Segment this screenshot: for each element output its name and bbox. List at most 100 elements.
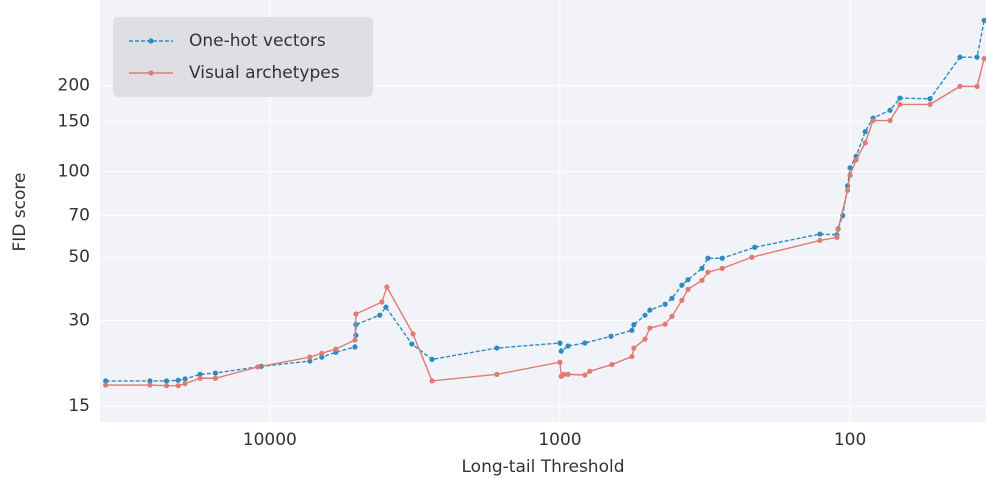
legend-marker	[148, 38, 154, 44]
data-point	[255, 364, 261, 370]
data-point	[353, 311, 359, 317]
y-tick-label: 100	[58, 161, 90, 181]
data-point	[147, 378, 153, 384]
y-tick-label: 150	[58, 111, 90, 131]
data-point	[103, 382, 109, 388]
data-point	[897, 95, 903, 101]
data-point	[719, 255, 725, 261]
data-point	[182, 381, 188, 387]
data-point	[557, 340, 563, 346]
data-point	[103, 378, 109, 384]
data-point	[974, 83, 980, 89]
data-point	[685, 286, 691, 292]
data-point	[147, 382, 153, 388]
data-point	[561, 371, 567, 377]
data-point	[409, 341, 415, 347]
data-point	[685, 277, 691, 283]
data-point	[163, 383, 170, 389]
legend-box	[113, 17, 373, 97]
data-point	[383, 304, 389, 310]
data-point	[887, 107, 893, 113]
data-point	[662, 301, 668, 307]
data-point	[974, 54, 980, 60]
legend-label: One-hot vectors	[189, 31, 326, 51]
data-point	[927, 101, 933, 108]
y-tick-label: 15	[68, 396, 90, 416]
legend-marker	[148, 70, 154, 76]
data-point	[679, 282, 685, 288]
y-tick-label: 70	[68, 206, 90, 226]
data-point	[558, 348, 564, 354]
data-point	[494, 371, 500, 377]
data-point	[609, 361, 615, 368]
data-point	[705, 269, 711, 275]
data-point	[834, 234, 840, 240]
data-point	[642, 336, 648, 342]
data-point	[163, 378, 170, 384]
data-point	[631, 322, 637, 328]
data-point	[853, 157, 859, 163]
data-point	[353, 332, 359, 338]
data-point	[679, 297, 685, 303]
data-point	[608, 333, 614, 339]
data-point	[957, 83, 963, 89]
data-point	[587, 368, 593, 374]
data-point	[647, 307, 653, 313]
legend-label: Visual archetypes	[189, 63, 340, 83]
data-point	[847, 172, 853, 178]
data-point	[319, 350, 325, 356]
data-point	[565, 371, 571, 377]
data-point	[749, 254, 755, 260]
data-point	[377, 312, 383, 318]
data-point	[699, 265, 705, 271]
data-point	[352, 337, 358, 343]
data-point	[897, 101, 903, 108]
data-point	[817, 237, 823, 243]
data-point	[887, 117, 893, 124]
y-tick-label: 50	[68, 247, 90, 267]
data-point	[862, 129, 868, 135]
data-point	[582, 372, 588, 378]
data-point	[631, 345, 637, 351]
data-point	[981, 17, 986, 24]
data-point	[429, 378, 435, 384]
data-point	[844, 187, 851, 193]
x-axis-label: Long-tail Threshold	[462, 457, 625, 477]
data-point	[212, 375, 219, 381]
data-point	[862, 140, 868, 146]
data-point	[647, 325, 653, 331]
data-point	[927, 96, 933, 102]
data-point	[565, 343, 571, 349]
data-point	[752, 244, 758, 250]
data-point	[847, 165, 853, 171]
data-point	[835, 226, 841, 232]
data-point	[333, 346, 339, 352]
data-point	[699, 277, 705, 283]
data-point	[175, 383, 181, 389]
data-point	[719, 265, 725, 271]
data-point	[175, 377, 181, 383]
data-point	[669, 295, 675, 301]
data-point	[629, 353, 635, 360]
data-point	[629, 327, 635, 333]
data-point	[957, 54, 963, 60]
x-tick-label: 100	[834, 430, 866, 450]
y-tick-label: 30	[68, 310, 90, 330]
y-tick-label: 200	[58, 76, 90, 96]
data-point	[197, 371, 203, 377]
data-point	[817, 231, 823, 237]
data-point	[307, 358, 313, 364]
data-point	[379, 299, 385, 305]
data-point	[319, 354, 325, 360]
data-point	[582, 340, 588, 346]
data-point	[182, 376, 188, 382]
x-tick-label: 10000	[243, 430, 297, 450]
data-point	[557, 359, 563, 365]
data-point	[410, 331, 416, 337]
data-point	[662, 321, 668, 327]
data-point	[494, 345, 500, 351]
data-point	[870, 117, 876, 124]
data-point	[307, 354, 313, 360]
data-point	[352, 344, 358, 350]
